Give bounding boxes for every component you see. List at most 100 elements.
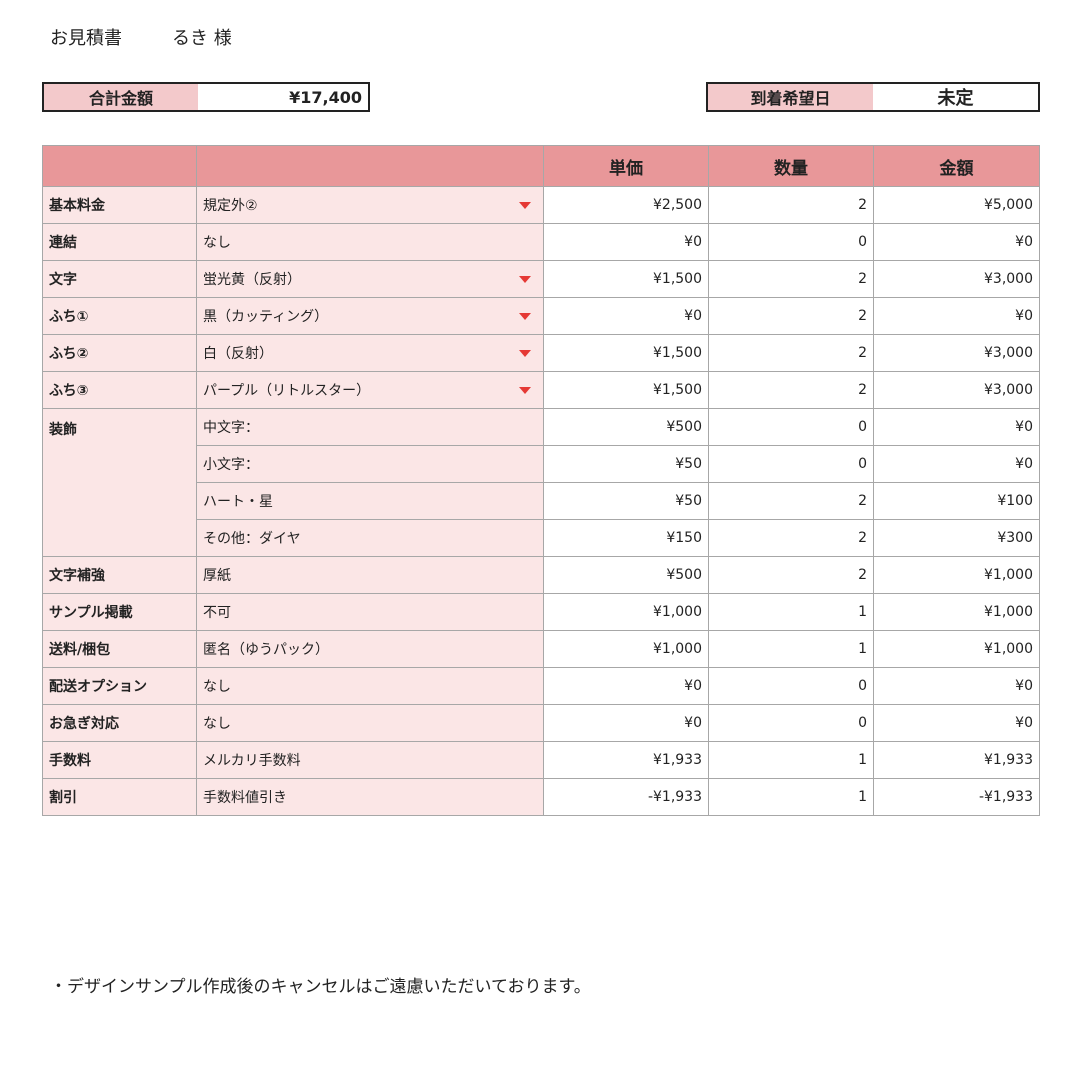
row-item: なし	[196, 704, 544, 742]
row-label: ふち②	[42, 334, 197, 372]
row-quantity[interactable]: 2	[708, 260, 874, 298]
total-value: ¥17,400	[198, 84, 368, 110]
row-item: なし	[196, 223, 544, 261]
row-unit-price: ¥150	[543, 519, 709, 557]
row-item[interactable]: 白（反射）	[196, 334, 544, 372]
arrival-date-box: 到着希望日 未定	[706, 82, 1040, 112]
row-quantity[interactable]: 1	[708, 593, 874, 631]
row-label: 連結	[42, 223, 197, 261]
row-item: 不可	[196, 593, 544, 631]
table-row: 小文字： ¥50 0 ¥0	[43, 445, 1040, 483]
row-item[interactable]: パープル（リトルスター）	[196, 371, 544, 409]
table-row: 文字補強 厚紙 ¥500 2 ¥1,000	[42, 556, 1040, 594]
row-unit-price: ¥50	[543, 445, 709, 483]
row-unit-price: ¥1,500	[543, 334, 709, 372]
total-label: 合計金額	[44, 84, 198, 110]
row-amount: ¥0	[873, 223, 1040, 261]
arrival-value[interactable]: 未定	[873, 84, 1038, 110]
table-row: 割引 手数料値引き -¥1,933 1 -¥1,933	[42, 778, 1040, 816]
row-amount: ¥0	[873, 704, 1040, 742]
row-label: 装飾	[42, 408, 197, 557]
dropdown-arrow-icon[interactable]	[519, 350, 531, 357]
row-quantity[interactable]: 0	[708, 667, 874, 705]
table-row: 装飾 中文字： ¥500 0 ¥0	[42, 408, 1040, 557]
row-item: なし	[196, 667, 544, 705]
row-amount: ¥3,000	[873, 260, 1040, 298]
dropdown-arrow-icon[interactable]	[519, 313, 531, 320]
row-label: ふち①	[42, 297, 197, 335]
table-row: 文字 蛍光黄（反射） ¥1,500 2 ¥3,000	[42, 260, 1040, 298]
row-unit-price: ¥1,000	[543, 593, 709, 631]
row-item: 手数料値引き	[196, 778, 544, 816]
row-item: その他：ダイヤ	[196, 519, 544, 557]
dropdown-arrow-icon[interactable]	[519, 202, 531, 209]
row-item: 厚紙	[196, 556, 544, 594]
row-label: お急ぎ対応	[42, 704, 197, 742]
row-quantity[interactable]: 2	[708, 482, 874, 520]
row-unit-price: ¥0	[543, 223, 709, 261]
row-label: 送料/梱包	[42, 630, 197, 668]
row-unit-price: ¥1,933	[543, 741, 709, 779]
row-quantity[interactable]: 2	[708, 297, 874, 335]
table-row: ふち③ パープル（リトルスター） ¥1,500 2 ¥3,000	[42, 371, 1040, 409]
row-amount: ¥100	[873, 482, 1040, 520]
row-label: 基本料金	[42, 186, 197, 224]
row-amount: ¥0	[873, 445, 1040, 483]
table-row: 手数料 メルカリ手数料 ¥1,933 1 ¥1,933	[42, 741, 1040, 779]
row-quantity[interactable]: 1	[708, 630, 874, 668]
header-unit-price: 単価	[543, 145, 709, 187]
document-title: お見積書	[50, 28, 122, 49]
row-quantity[interactable]: 0	[708, 445, 874, 483]
row-item[interactable]: 規定外②	[196, 186, 544, 224]
row-label: 配送オプション	[42, 667, 197, 705]
row-unit-price: ¥500	[543, 556, 709, 594]
row-quantity[interactable]: 0	[708, 704, 874, 742]
row-quantity[interactable]: 2	[708, 186, 874, 224]
row-quantity[interactable]: 2	[708, 371, 874, 409]
row-amount: ¥0	[873, 408, 1040, 446]
dropdown-arrow-icon[interactable]	[519, 276, 531, 283]
row-item[interactable]: 蛍光黄（反射）	[196, 260, 544, 298]
row-amount: ¥3,000	[873, 334, 1040, 372]
row-amount: ¥0	[873, 667, 1040, 705]
table-row: サンプル掲載 不可 ¥1,000 1 ¥1,000	[42, 593, 1040, 631]
row-quantity[interactable]: 1	[708, 778, 874, 816]
table-row: ふち② 白（反射） ¥1,500 2 ¥3,000	[42, 334, 1040, 372]
row-quantity[interactable]: 0	[708, 408, 874, 446]
customer-name: るき 様	[172, 28, 232, 49]
header-amount: 金額	[873, 145, 1040, 187]
row-quantity[interactable]: 0	[708, 223, 874, 261]
row-quantity[interactable]: 2	[708, 519, 874, 557]
row-unit-price: ¥50	[543, 482, 709, 520]
row-amount: ¥1,000	[873, 593, 1040, 631]
row-amount: ¥300	[873, 519, 1040, 557]
row-label: サンプル掲載	[42, 593, 197, 631]
row-unit-price: ¥0	[543, 297, 709, 335]
row-item: メルカリ手数料	[196, 741, 544, 779]
row-unit-price: ¥1,500	[543, 371, 709, 409]
header-quantity: 数量	[708, 145, 874, 187]
row-amount: ¥1,933	[873, 741, 1040, 779]
dropdown-arrow-icon[interactable]	[519, 387, 531, 394]
row-quantity[interactable]: 2	[708, 556, 874, 594]
row-amount: -¥1,933	[873, 778, 1040, 816]
table-row: その他：ダイヤ ¥150 2 ¥300	[43, 519, 1040, 557]
row-quantity[interactable]: 2	[708, 334, 874, 372]
row-label: 手数料	[42, 741, 197, 779]
row-label: 文字	[42, 260, 197, 298]
row-label: 割引	[42, 778, 197, 816]
row-quantity[interactable]: 1	[708, 741, 874, 779]
cancel-note: ・デザインサンプル作成後のキャンセルはご遠慮いただいております。	[50, 977, 591, 997]
row-unit-price: ¥0	[543, 704, 709, 742]
row-item: 小文字：	[196, 445, 544, 483]
table-row: ハート・星 ¥50 2 ¥100	[43, 482, 1040, 520]
row-unit-price: ¥1,000	[543, 630, 709, 668]
row-unit-price: ¥500	[543, 408, 709, 446]
row-item[interactable]: 黒（カッティング）	[196, 297, 544, 335]
estimate-table: 単価 数量 金額 基本料金 規定外② ¥2,500 2 ¥5,000 連結 なし ¥0 0 ¥0 文…	[42, 145, 1040, 816]
row-label: ふち③	[42, 371, 197, 409]
table-row: お急ぎ対応 なし ¥0 0 ¥0	[42, 704, 1040, 742]
header-item	[196, 145, 544, 187]
row-unit-price: -¥1,933	[543, 778, 709, 816]
row-amount: ¥5,000	[873, 186, 1040, 224]
